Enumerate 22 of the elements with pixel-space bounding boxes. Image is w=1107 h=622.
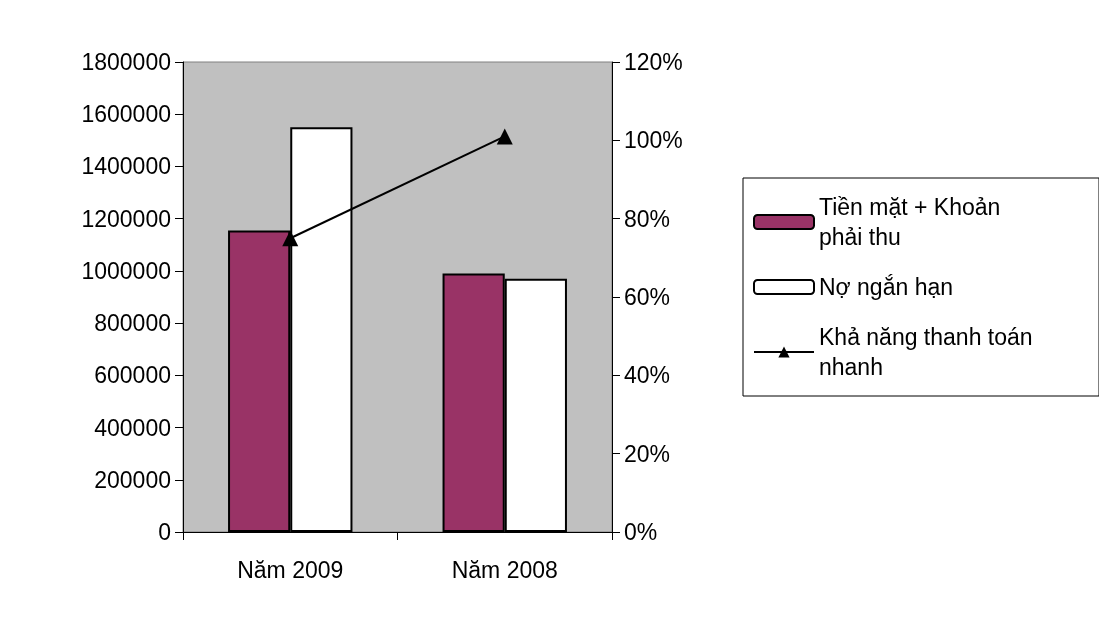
- legend-label: Tiền mặt + Khoản phải thu: [819, 194, 1007, 250]
- legend-label: Nợ ngắn hạn: [819, 274, 954, 300]
- legend-label: Khả năng thanh toán nhanh: [819, 324, 1039, 380]
- y-tick-label: 1400000: [81, 153, 171, 180]
- y2-tick-label: 60%: [624, 284, 671, 310]
- y2-tick-label: 20%: [624, 440, 671, 467]
- y-tick-label: 0: [158, 519, 171, 545]
- y-tick-label: 1600000: [81, 101, 171, 128]
- x-tick-label: Năm 2008: [451, 556, 558, 583]
- y2-tick-label: 100%: [624, 127, 683, 154]
- y2-tick-label: 0%: [624, 519, 658, 545]
- y-tick-label: 200000: [94, 466, 171, 493]
- y2-tick-label: 40%: [624, 362, 671, 389]
- y-tick-label: 600000: [94, 362, 171, 389]
- y-tick-label: 400000: [94, 414, 171, 441]
- y-tick-label: 1800000: [81, 49, 171, 75]
- y-tick-label: 800000: [94, 310, 171, 337]
- y2-tick-label: 80%: [624, 205, 671, 232]
- y-tick-label: 1000000: [81, 257, 171, 284]
- y-tick-label: 1200000: [81, 205, 171, 232]
- x-tick-label: Năm 2009: [237, 556, 344, 583]
- y2-tick-label: 120%: [624, 49, 683, 75]
